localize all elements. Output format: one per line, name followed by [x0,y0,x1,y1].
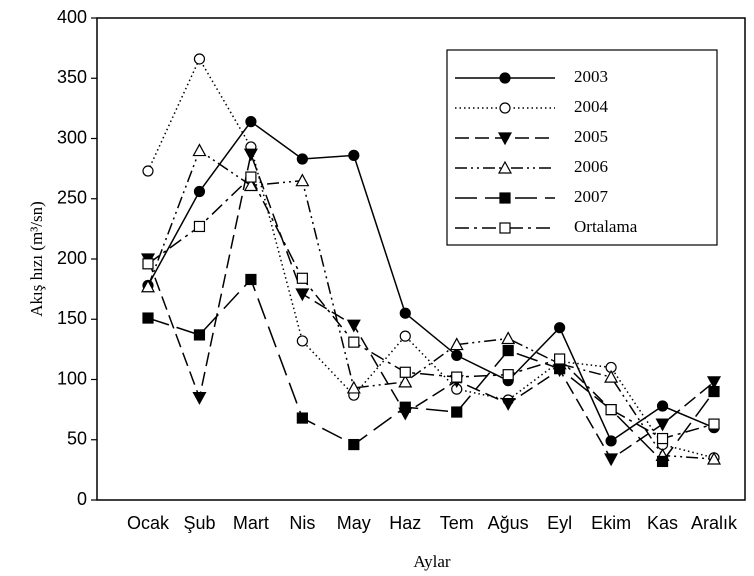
marker [499,102,511,114]
marker [451,371,463,383]
x-tick-label: Şub [183,513,215,533]
legend-label: 2006 [574,157,608,176]
x-tick-label: Ağus [488,513,529,533]
series-line [147,57,715,459]
marker [245,116,257,128]
marker [706,376,722,390]
marker [499,222,511,234]
marker [604,453,619,467]
x-tick-label: Ekim [591,513,631,533]
x-tick-label: Ocak [127,513,170,533]
x-tick-label: Tem [440,513,474,533]
marker [399,401,411,413]
marker [245,171,257,183]
marker [554,322,566,334]
legend-label: 2007 [574,187,609,206]
legend-label: 2005 [574,127,608,146]
marker [656,455,669,468]
marker [605,404,617,416]
marker [708,418,720,430]
x-tick-label: Haz [389,513,421,533]
marker [346,380,361,394]
marker [140,279,156,293]
marker [142,165,154,177]
x-tick-label: Nis [289,513,315,533]
marker [346,319,361,333]
marker [605,435,617,447]
marker [193,220,206,233]
marker [502,344,514,357]
series-line [147,278,715,463]
marker [499,192,511,204]
x-tick-label: Kas [647,513,678,533]
marker [655,418,670,432]
legend-label: 2003 [574,67,608,86]
marker [449,337,464,351]
marker [296,153,308,165]
marker [502,369,514,381]
y-tick-label: 400 [57,7,87,27]
y-tick-label: 150 [57,308,87,328]
marker [501,398,516,411]
marker [399,307,411,319]
legend-label: 2004 [574,97,609,116]
marker [193,53,206,65]
y-tick-label: 300 [57,127,87,147]
y-axis-label: Akış hızı (m³/sn) [27,201,46,317]
y-tick-label: 100 [57,368,87,388]
marker [193,329,206,341]
y-tick-label: 50 [67,429,87,449]
marker [142,312,154,324]
marker [706,451,722,465]
marker [142,258,154,270]
marker [398,374,413,388]
x-tick-label: Mart [233,513,269,533]
marker [708,385,720,398]
marker [497,132,513,146]
x-tick-label: Aralık [691,513,738,533]
y-tick-label: 350 [57,67,87,87]
x-tick-label: Eyl [547,513,572,533]
marker [295,288,310,302]
marker [192,391,207,405]
marker [348,336,360,348]
marker [295,173,310,187]
marker [656,400,669,412]
marker [501,331,516,345]
marker [451,349,463,361]
marker [399,330,411,342]
marker [296,335,308,347]
marker [243,148,258,162]
y-tick-label: 250 [57,188,87,208]
series-line [147,120,715,443]
marker [296,412,308,424]
marker [348,149,360,161]
marker [554,363,566,375]
marker [451,406,463,418]
marker [656,432,669,445]
x-tick-label: May [337,513,371,533]
marker [604,369,619,383]
marker [399,366,411,378]
y-tick-label: 0 [77,489,87,509]
marker [243,178,258,192]
marker [296,272,308,284]
y-tick-label: 200 [57,248,87,268]
legend-label: Ortalama [574,217,638,236]
x-axis-label: Aylar [413,552,450,571]
series-line [147,175,715,440]
marker [497,160,513,174]
marker [499,72,511,84]
marker [192,143,207,157]
marker [245,273,257,286]
legend-box [446,49,718,246]
marker [348,438,360,451]
series-line [147,149,715,460]
marker [554,353,566,365]
marker [193,185,206,198]
